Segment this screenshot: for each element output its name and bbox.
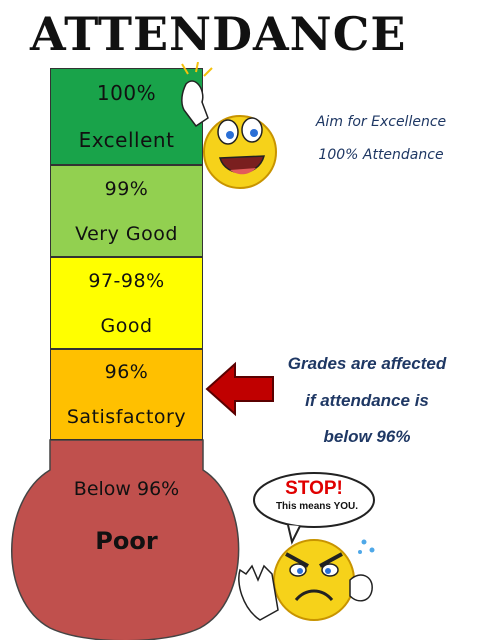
- page-title: ATTENDANCE: [30, 7, 407, 61]
- bulb-label: Poor: [95, 527, 158, 555]
- band-label: Very Good: [75, 222, 178, 245]
- aim-text-line1: Aim for Excellence: [315, 114, 447, 130]
- band-label: Good: [100, 314, 153, 337]
- band-percent: 100%: [96, 80, 157, 105]
- band-label: Excellent: [78, 128, 175, 153]
- band-excellent: 100% Excellent: [50, 68, 203, 165]
- grades-text-line3: below 96%: [323, 427, 411, 446]
- band-very-good: 99% Very Good: [50, 165, 203, 257]
- band-good: 97-98% Good: [50, 257, 203, 349]
- band-percent: 99%: [104, 177, 149, 200]
- grades-text-line1: Grades are affected: [287, 354, 447, 373]
- happy-smiley-icon: [181, 62, 277, 189]
- band-label: Satisfactory: [66, 405, 187, 428]
- bulb-percent: Below 96%: [73, 478, 180, 500]
- angry-smiley-icon: [238, 472, 375, 621]
- band-percent: 96%: [104, 361, 149, 384]
- band-percent: 97-98%: [88, 269, 165, 292]
- stop-word: STOP!: [285, 478, 343, 499]
- band-satisfactory: 96% Satisfactory: [50, 349, 203, 440]
- red-arrow-icon: [205, 361, 274, 417]
- stop-subtext: This means YOU.: [275, 501, 359, 512]
- aim-text-line2: 100% Attendance: [318, 147, 444, 163]
- grades-text-line2: if attendance is: [305, 391, 429, 410]
